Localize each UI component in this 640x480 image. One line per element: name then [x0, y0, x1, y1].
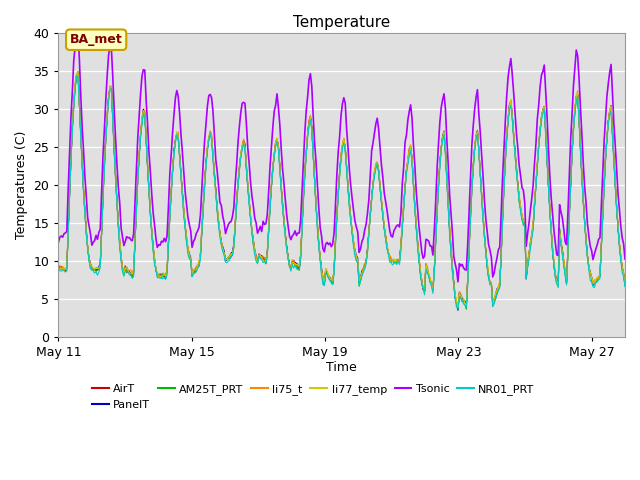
li77_temp	[472, 132, 480, 138]
li77_temp	[74, 70, 82, 75]
PanelT	[54, 264, 62, 269]
AM25T_PRT	[454, 306, 462, 312]
Line: li75_t: li75_t	[58, 72, 625, 307]
li75_t	[74, 70, 82, 75]
li75_t	[245, 197, 253, 203]
Title: Temperature: Temperature	[293, 15, 390, 30]
AirT	[456, 291, 463, 297]
AirT	[567, 179, 575, 184]
PanelT	[74, 70, 82, 75]
li75_t	[371, 168, 378, 174]
NR01_PRT	[454, 305, 462, 311]
li77_temp	[245, 199, 253, 205]
AirT	[371, 172, 378, 178]
li77_temp	[454, 305, 462, 311]
Line: AM25T_PRT: AM25T_PRT	[58, 72, 625, 309]
PanelT	[621, 282, 629, 288]
NR01_PRT	[567, 181, 575, 187]
Tsonic	[456, 261, 463, 266]
li77_temp	[371, 169, 378, 175]
PanelT	[226, 253, 234, 259]
Y-axis label: Temperatures (C): Temperatures (C)	[15, 131, 28, 239]
AirT	[74, 69, 82, 75]
NR01_PRT	[226, 258, 234, 264]
NR01_PRT	[54, 266, 62, 272]
NR01_PRT	[472, 135, 480, 141]
NR01_PRT	[621, 284, 629, 289]
Legend: AirT, PanelT, AM25T_PRT, li75_t, li77_temp, Tsonic, NR01_PRT: AirT, PanelT, AM25T_PRT, li75_t, li77_te…	[88, 380, 539, 414]
PanelT	[472, 132, 480, 138]
Tsonic	[454, 279, 462, 285]
Line: li77_temp: li77_temp	[58, 72, 625, 308]
Tsonic	[74, 30, 82, 36]
li77_temp	[456, 291, 463, 297]
NR01_PRT	[73, 73, 81, 79]
li77_temp	[567, 178, 575, 183]
AM25T_PRT	[245, 199, 253, 205]
PanelT	[456, 289, 463, 295]
li75_t	[54, 264, 62, 270]
Line: NR01_PRT: NR01_PRT	[58, 76, 625, 308]
li75_t	[621, 282, 629, 288]
AM25T_PRT	[621, 282, 629, 288]
Tsonic	[371, 130, 378, 136]
li77_temp	[226, 253, 234, 259]
li75_t	[567, 178, 575, 183]
NR01_PRT	[456, 294, 463, 300]
AM25T_PRT	[226, 255, 234, 261]
AirT	[226, 253, 234, 259]
PanelT	[567, 181, 575, 187]
Tsonic	[621, 256, 629, 262]
li75_t	[456, 288, 463, 294]
NR01_PRT	[245, 203, 253, 208]
PanelT	[371, 169, 378, 175]
Tsonic	[472, 95, 480, 100]
AirT	[245, 199, 253, 204]
Tsonic	[54, 239, 62, 245]
AM25T_PRT	[371, 171, 378, 177]
li75_t	[226, 253, 234, 259]
Line: Tsonic: Tsonic	[58, 33, 625, 282]
AM25T_PRT	[472, 133, 480, 139]
li77_temp	[621, 280, 629, 286]
Tsonic	[245, 160, 253, 166]
Line: AirT: AirT	[58, 72, 625, 308]
Text: BA_met: BA_met	[70, 33, 122, 46]
AirT	[472, 134, 480, 140]
li77_temp	[54, 266, 62, 272]
AM25T_PRT	[54, 265, 62, 271]
Tsonic	[226, 219, 234, 225]
Tsonic	[567, 135, 575, 141]
Line: PanelT: PanelT	[58, 72, 625, 310]
AM25T_PRT	[463, 306, 470, 312]
AM25T_PRT	[74, 69, 82, 74]
AirT	[454, 305, 462, 311]
PanelT	[454, 307, 462, 313]
li75_t	[472, 133, 480, 139]
li75_t	[454, 304, 462, 310]
X-axis label: Time: Time	[326, 361, 357, 374]
AM25T_PRT	[567, 180, 575, 186]
AirT	[54, 264, 62, 270]
NR01_PRT	[371, 173, 378, 179]
PanelT	[245, 197, 253, 203]
AirT	[621, 282, 629, 288]
